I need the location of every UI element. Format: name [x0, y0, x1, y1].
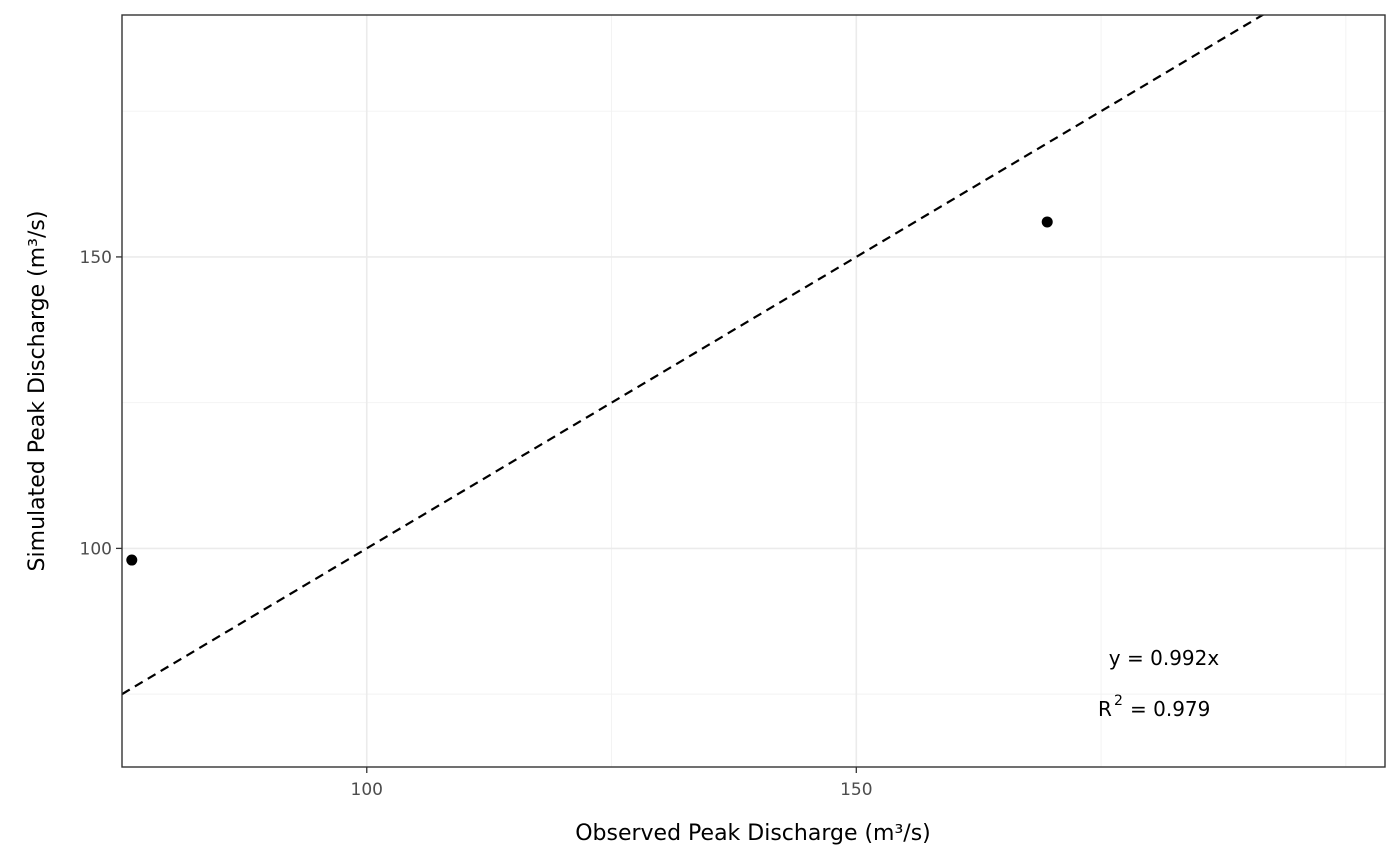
r-squared-value: = 0.979	[1130, 697, 1210, 721]
major-gridlines	[122, 15, 1385, 767]
y-axis-title: Simulated Peak Discharge (m³/s)	[25, 211, 50, 572]
r-squared-superscript: 2	[1114, 693, 1123, 709]
minor-gridlines	[122, 15, 1385, 767]
x-tick-label: 150	[840, 780, 872, 800]
r-squared-annotation: R 2 = 0.979	[1098, 693, 1210, 721]
equation-annotation: y = 0.992x	[1109, 646, 1220, 670]
x-axis-ticks: 100 150	[351, 767, 873, 800]
y-tick-label: 100	[80, 539, 112, 559]
panel-border	[121, 14, 1386, 768]
points-layer	[126, 216, 1053, 566]
r-squared-label: R	[1098, 697, 1112, 721]
data-point	[1041, 216, 1053, 228]
data-point	[126, 554, 138, 566]
panel-background	[122, 15, 1385, 767]
x-tick-label: 100	[351, 780, 383, 800]
y-tick-label: 150	[80, 248, 112, 268]
x-axis-title: Observed Peak Discharge (m³/s)	[575, 821, 931, 846]
y-axis-ticks: 100 150	[80, 248, 122, 559]
reference-line-1-to-1	[122, 15, 1265, 696]
reference-line-layer	[122, 15, 1265, 696]
